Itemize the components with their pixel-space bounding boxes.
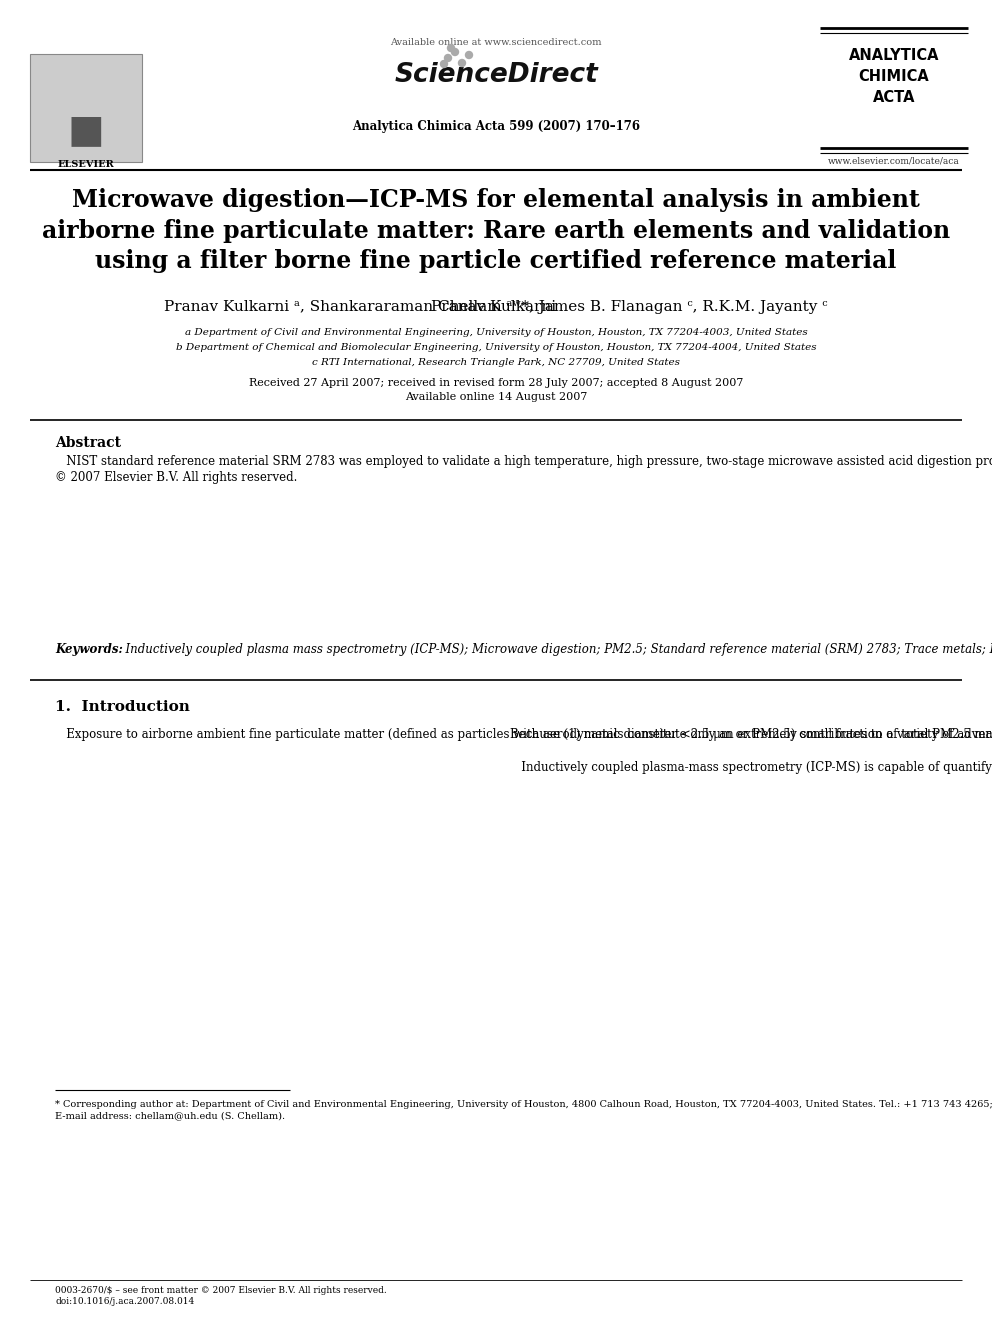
Text: Received 27 April 2007; received in revised form 28 July 2007; accepted 8 August: Received 27 April 2007; received in revi…: [249, 378, 743, 402]
Text: ■: ■: [67, 111, 104, 149]
Text: Exposure to airborne ambient fine particulate matter (defined as particles with : Exposure to airborne ambient fine partic…: [55, 728, 992, 741]
Text: c RTI International, Research Triangle Park, NC 27709, United States: c RTI International, Research Triangle P…: [312, 359, 680, 366]
Text: Available online at www.sciencedirect.com: Available online at www.sciencedirect.co…: [390, 38, 602, 48]
Text: Abstract: Abstract: [55, 437, 121, 450]
Circle shape: [440, 61, 447, 67]
Text: NIST standard reference material SRM 2783 was employed to validate a high temper: NIST standard reference material SRM 278…: [55, 455, 992, 484]
Text: ScienceDirect: ScienceDirect: [394, 62, 598, 89]
Text: ANALYTICA
CHIMICA
ACTA: ANALYTICA CHIMICA ACTA: [849, 48, 939, 105]
Text: Microwave digestion—ICP-MS for elemental analysis in ambient
airborne fine parti: Microwave digestion—ICP-MS for elemental…: [42, 188, 950, 274]
Text: a Department of Civil and Environmental Engineering, University of Houston, Hous: a Department of Civil and Environmental …: [185, 328, 807, 337]
Text: Pranav Kulkarni ᵃ, Shankararaman Chellam ᵃʷ*, James B. Flanagan ᶜ, R.K.M. Jayant: Pranav Kulkarni ᵃ, Shankararaman Chellam…: [165, 300, 827, 314]
Text: 0003-2670/$ – see front matter © 2007 Elsevier B.V. All rights reserved.
doi:10.: 0003-2670/$ – see front matter © 2007 El…: [55, 1286, 387, 1306]
Circle shape: [465, 52, 472, 58]
Text: Analytica Chimica Acta 599 (2007) 170–176: Analytica Chimica Acta 599 (2007) 170–17…: [352, 120, 640, 134]
Text: ELSEVIER: ELSEVIER: [58, 160, 114, 169]
Circle shape: [444, 54, 451, 61]
Text: Inductively coupled plasma mass spectrometry (ICP-MS); Microwave digestion; PM2.: Inductively coupled plasma mass spectrom…: [118, 643, 992, 656]
Text: www.elsevier.com/locate/aca: www.elsevier.com/locate/aca: [828, 157, 960, 165]
Text: Pranav Kulkarni: Pranav Kulkarni: [431, 300, 561, 314]
Bar: [30, 54, 142, 161]
Circle shape: [458, 60, 465, 66]
Circle shape: [447, 45, 454, 52]
Text: * Corresponding author at: Department of Civil and Environmental Engineering, Un: * Corresponding author at: Department of…: [55, 1099, 992, 1121]
Text: Because (1) metals constitute only an extremely small fraction of total PM2.5 ma: Because (1) metals constitute only an ex…: [510, 728, 992, 774]
Circle shape: [451, 49, 458, 56]
Text: b Department of Chemical and Biomolecular Engineering, University of Houston, Ho: b Department of Chemical and Biomolecula…: [176, 343, 816, 352]
Text: 1.  Introduction: 1. Introduction: [55, 700, 189, 714]
Text: Keywords:: Keywords:: [55, 643, 123, 656]
